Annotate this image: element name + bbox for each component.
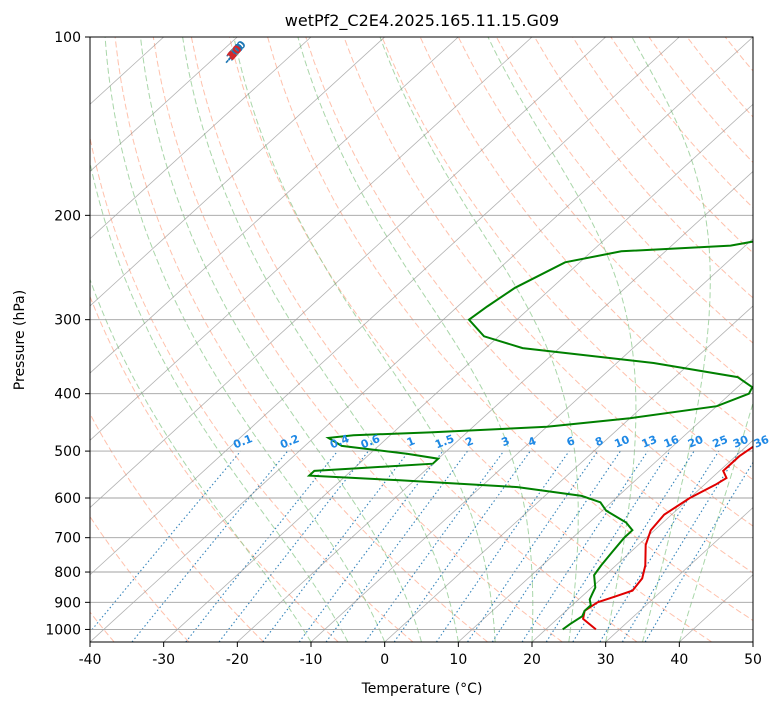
dry-adiabat (495, 37, 753, 344)
dry-adiabat (114, 37, 488, 642)
isotherm (90, 37, 533, 441)
mixing-ratio-line (325, 450, 468, 642)
chart-title: wetPf2_C2E4.2025.165.11.15.G09 (285, 11, 559, 31)
temperature-line (582, 445, 753, 631)
mixing-ratio-label: 1 (405, 434, 417, 449)
moist-adiabat (140, 37, 422, 642)
mixing-ratio-label: 25 (711, 433, 730, 451)
dry-adiabat (457, 37, 753, 389)
x-tick-label: 0 (380, 652, 389, 668)
dry-adiabat (267, 37, 753, 622)
mixing-ratio-label: 8 (593, 434, 605, 449)
mixing-ratio-line (298, 450, 444, 642)
y-tick-label: 900 (54, 595, 81, 611)
x-tick-label: 20 (523, 652, 541, 668)
dry-adiabat (152, 37, 563, 642)
mixing-ratio-line (262, 450, 410, 642)
mixing-ratio-line (521, 450, 649, 642)
isotherm (90, 37, 385, 307)
x-tick-label: 50 (744, 652, 762, 668)
profile-lines (306, 240, 753, 631)
x-tick-label: -30 (152, 652, 175, 668)
dry-adiabat (305, 37, 753, 574)
y-tick-label: 500 (54, 444, 81, 460)
isotherm (531, 439, 753, 642)
x-tick-label: 10 (449, 652, 467, 668)
y-tick-label: 300 (54, 313, 81, 329)
isotherm (384, 305, 753, 642)
mixing-ratio-line (621, 450, 740, 642)
isotherm (237, 170, 753, 642)
y-tick-label: 100 (54, 30, 81, 46)
mixing-ratio-label: 2 (463, 434, 475, 449)
moist-adiabat (182, 37, 459, 642)
mixing-ratio-line (131, 450, 289, 642)
mixing-ratio-line (572, 450, 695, 642)
y-tick-label: 700 (54, 531, 81, 547)
dry-adiabat (90, 295, 339, 642)
dry-adiabat (343, 37, 753, 527)
mixing-ratio-line (467, 450, 599, 642)
moist-adiabat (678, 401, 753, 642)
moist-adiabat (104, 37, 386, 642)
mixing-ratio-line (364, 450, 505, 642)
x-tick-label: -10 (300, 652, 323, 668)
isotherm (90, 37, 312, 240)
mixing-ratio-line (491, 450, 621, 642)
x-tick-label: 30 (597, 652, 615, 668)
isotherm (90, 37, 238, 172)
axes: -40 -30 -20 -10 0 10 20 30 40 50 1000 900 800 700 600 5… (45, 30, 762, 668)
dry-adiabat (90, 412, 264, 642)
y-tick-label: 600 (54, 491, 81, 507)
isotherm (310, 238, 753, 642)
dry-adiabat (90, 515, 190, 642)
x-tick-label: -20 (226, 652, 249, 668)
moist-adiabat (233, 37, 496, 642)
isotherm (90, 37, 606, 509)
mixing-ratio-line (545, 450, 671, 642)
mixing-ratio-label: 36 (752, 433, 771, 451)
mixing-ratio-line (90, 450, 242, 633)
mixing-ratio-label: 13 (640, 433, 659, 451)
mixing-ratio-label: 10 (612, 433, 631, 451)
mixing-ratio-label: 30 (731, 433, 750, 451)
moist-adiabat (379, 37, 579, 642)
y-tick-label: 200 (54, 208, 81, 224)
y-tick-label: 800 (54, 565, 81, 581)
isotherm (458, 372, 753, 642)
x-tick-label: -40 (79, 652, 102, 668)
isotherm (90, 37, 680, 576)
mixing-ratio-label: 20 (686, 433, 705, 451)
moist-adiabat (90, 160, 349, 642)
x-tick-label: 40 (670, 652, 688, 668)
moist-adiabat (487, 37, 637, 642)
x-axis-title: Temperature (°C) (361, 681, 483, 697)
mixing-ratio-line (435, 450, 570, 642)
y-axis-title: Pressure (hPa) (12, 290, 28, 390)
y-tick-label: 1000 (45, 622, 81, 638)
mixing-ratio-line (185, 450, 339, 642)
plot-frame (89, 36, 754, 643)
mixing-ratio-label: 3 (500, 434, 512, 449)
y-tick-label: 400 (54, 387, 81, 403)
isotherm (605, 507, 753, 642)
mixing-ratio-label: 16 (662, 433, 681, 451)
dry-adiabat (190, 37, 638, 642)
isotherm (90, 37, 753, 642)
isotherm (90, 37, 459, 374)
dewpoint-line (306, 240, 753, 631)
